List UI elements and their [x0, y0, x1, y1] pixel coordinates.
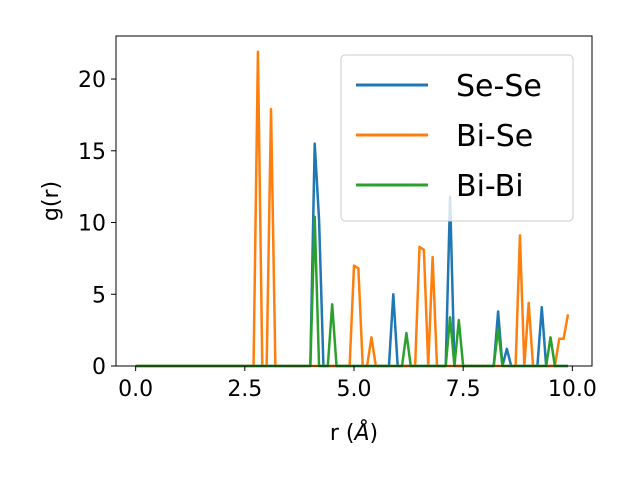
x-tick-label: 2.5 [227, 377, 262, 402]
legend-label-bi-bi: Bi-Bi [456, 169, 524, 204]
x-axis-title-unit: Å [352, 419, 369, 446]
y-tick-label: 10 [78, 212, 106, 237]
y-tick-label: 0 [92, 355, 106, 380]
y-tick-label: 15 [78, 140, 106, 165]
legend-label-se-se: Se-Se [456, 69, 542, 104]
x-axis: 0.0 2.5 5.0 7.5 10.0 [118, 366, 597, 402]
y-tick-label: 20 [78, 68, 106, 93]
legend-box [340, 54, 574, 222]
x-tick-label: 7.5 [446, 377, 481, 402]
x-axis-title: r (Å) [330, 419, 378, 446]
x-tick-label: 0.0 [118, 377, 153, 402]
y-axis-title: g(r) [39, 181, 64, 221]
y-tick-label: 5 [92, 283, 106, 308]
x-tick-label: 10.0 [548, 377, 597, 402]
x-tick-label: 5.0 [337, 377, 372, 402]
legend-label-bi-se: Bi-Se [456, 119, 533, 154]
x-axis-title-main: r ( [330, 421, 355, 446]
y-axis: 0 5 10 15 20 [78, 68, 116, 380]
x-axis-title-close: ) [370, 421, 379, 446]
legend: Se-Se Bi-Se Bi-Bi [340, 54, 574, 222]
